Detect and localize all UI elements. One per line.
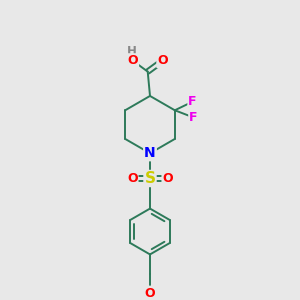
Text: O: O [145, 286, 155, 300]
Text: O: O [163, 172, 173, 185]
Text: N: N [144, 146, 156, 160]
Text: F: F [188, 95, 197, 108]
Text: O: O [128, 54, 138, 67]
Text: F: F [189, 111, 198, 124]
Text: O: O [127, 172, 137, 185]
Text: O: O [157, 54, 168, 67]
Text: S: S [145, 171, 155, 186]
Text: H: H [126, 45, 136, 58]
